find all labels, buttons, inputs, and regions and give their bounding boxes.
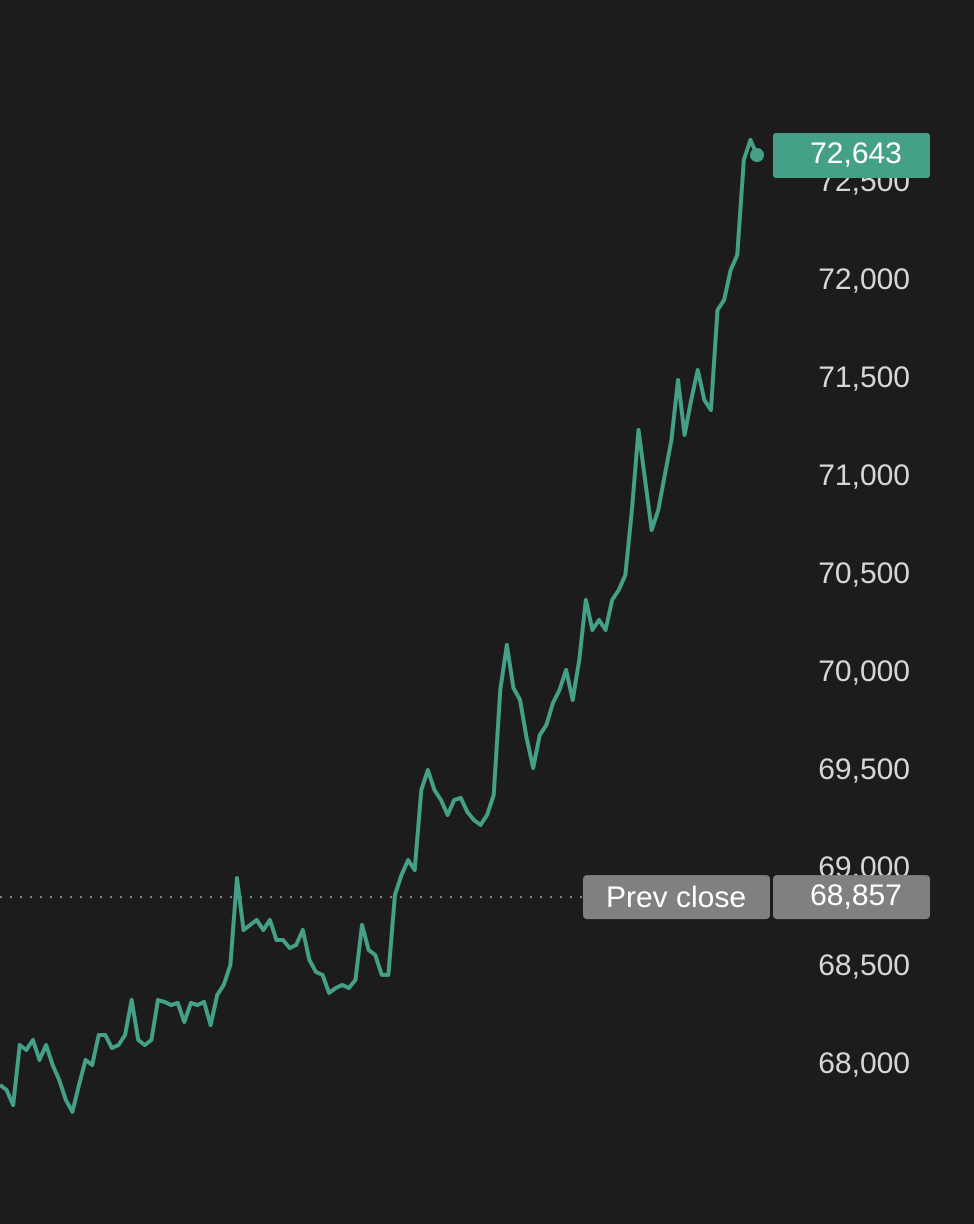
prev-close-badge: [583, 875, 770, 920]
y-tick-label: 71,000: [818, 459, 910, 492]
y-tick-label: 68,000: [818, 1047, 910, 1080]
last-point: [750, 148, 764, 163]
y-tick-label: 72,000: [818, 263, 910, 296]
price-line: [0, 137, 759, 1114]
current-value: 72,643: [810, 137, 902, 170]
current-value-badge: [773, 133, 930, 179]
y-tick-label: 68,500: [818, 949, 910, 982]
prev-close-value: 68,857: [810, 879, 902, 912]
prev-close-label: Prev close: [606, 881, 746, 914]
y-tick-label: 69,500: [818, 753, 910, 786]
y-tick-label: 71,500: [818, 361, 910, 394]
y-tick-label: 70,500: [818, 557, 910, 590]
y-tick-label: 70,000: [818, 655, 910, 688]
prev-close-value-badge: [773, 875, 930, 920]
